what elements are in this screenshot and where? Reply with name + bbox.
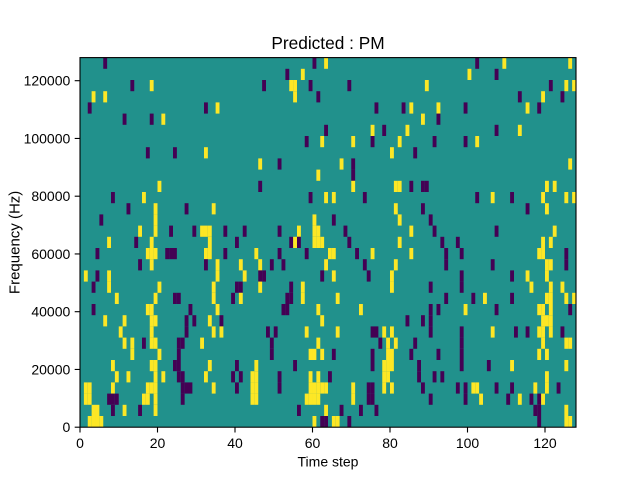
svg-text:40000: 40000 [31,304,70,320]
svg-text:Time step: Time step [298,454,359,470]
svg-text:60: 60 [305,435,321,451]
svg-text:80: 80 [382,435,398,451]
svg-text:20000: 20000 [31,361,70,377]
svg-text:100: 100 [456,435,480,451]
svg-text:100000: 100000 [24,130,71,146]
svg-text:120: 120 [533,435,557,451]
svg-text:0: 0 [76,435,84,451]
svg-text:0: 0 [63,419,71,435]
svg-text:Predicted : PM: Predicted : PM [271,33,384,53]
svg-text:80000: 80000 [31,188,70,204]
svg-text:60000: 60000 [31,246,70,262]
svg-text:40: 40 [227,435,243,451]
svg-text:20: 20 [150,435,166,451]
svg-text:Frequency (Hz): Frequency (Hz) [7,191,24,294]
svg-text:120000: 120000 [24,73,71,89]
